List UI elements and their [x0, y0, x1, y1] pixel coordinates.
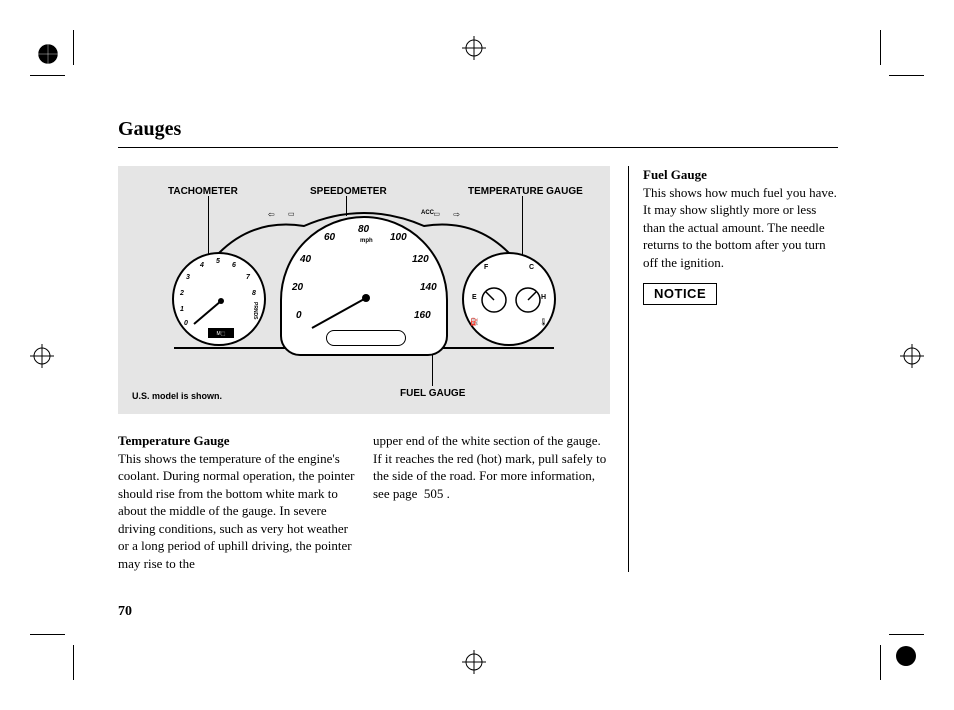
speedometer-gauge: 0 20 40 60 80 100 120 140 160 mph: [280, 216, 448, 356]
registration-mark-icon: [894, 644, 918, 668]
crop-mark: [30, 634, 65, 635]
temp-fuel-gauge: E H F C ⛽ 🌡: [462, 252, 556, 346]
lcd-display-icon: [326, 330, 406, 346]
temperature-gauge-label: TEMPERATURE GAUGE: [468, 186, 583, 197]
temp-gauge-heading: Temperature Gauge: [118, 433, 230, 448]
fuel-gauge-body: This shows how much fuel you have. It ma…: [643, 185, 837, 270]
temp-gauge-body-a: This shows the temperature of the engine…: [118, 451, 354, 571]
fuel-pump-icon: ⛽: [470, 318, 479, 326]
warning-icon: ▭: [433, 210, 440, 218]
crop-mark: [889, 75, 924, 76]
temp-gauge-body-b: upper end of the white section of the ga…: [373, 433, 606, 501]
body-col-a: Temperature Gauge This shows the tempera…: [118, 424, 355, 572]
temp-icon: 🌡: [539, 318, 548, 326]
crop-mark: [73, 645, 74, 680]
tachometer-label: TACHOMETER: [168, 186, 238, 197]
acc-indicator: ACC: [421, 210, 434, 216]
content-columns: TACHOMETER SPEEDOMETER TEMPERATURE GAUGE…: [118, 166, 838, 572]
body-col-b: upper end of the white section of the ga…: [373, 424, 610, 572]
registration-mark-icon: [462, 36, 486, 60]
indicator-strip: ⇦ ▭ ACC ▭ ⇨: [264, 210, 464, 224]
tachometer-gauge: 0 1 2 3 4 5 6 7 8 PRNDS M⬚: [172, 252, 266, 346]
warning-icon: ▭: [288, 210, 295, 218]
instrument-cluster: 0 1 2 3 4 5 6 7 8 PRNDS M⬚: [164, 208, 564, 368]
crop-mark: [30, 75, 65, 76]
figure-footnote: U.S. model is shown.: [132, 391, 222, 401]
page-number: 70: [118, 604, 132, 620]
turn-right-icon: ⇨: [453, 210, 460, 219]
notice-label: NOTICE: [654, 286, 706, 301]
crop-mark: [73, 30, 74, 65]
gauge-cluster-figure: TACHOMETER SPEEDOMETER TEMPERATURE GAUGE…: [118, 166, 610, 414]
fuel-gauge-label: FUEL GAUGE: [400, 388, 465, 399]
page-content: Gauges TACHOMETER SPEEDOMETER TEMPERATUR…: [118, 118, 838, 572]
fuel-gauge-heading: Fuel Gauge: [643, 167, 707, 182]
registration-mark-icon: [36, 42, 60, 66]
body-two-column: Temperature Gauge This shows the tempera…: [118, 424, 610, 572]
registration-mark-icon: [462, 650, 486, 674]
left-column: TACHOMETER SPEEDOMETER TEMPERATURE GAUGE…: [118, 166, 610, 572]
registration-mark-icon: [900, 344, 924, 368]
odometer-icon: M⬚: [208, 328, 234, 338]
temp-dial-icon: [464, 254, 558, 348]
page-title: Gauges: [118, 118, 838, 148]
speedometer-label: SPEEDOMETER: [310, 186, 387, 197]
turn-left-icon: ⇦: [268, 210, 275, 219]
crop-mark: [889, 634, 924, 635]
notice-box: NOTICE: [643, 283, 717, 305]
crop-mark: [880, 645, 881, 680]
right-column: Fuel Gauge This shows how much fuel you …: [628, 166, 838, 572]
registration-mark-icon: [30, 344, 54, 368]
crop-mark: [880, 30, 881, 65]
